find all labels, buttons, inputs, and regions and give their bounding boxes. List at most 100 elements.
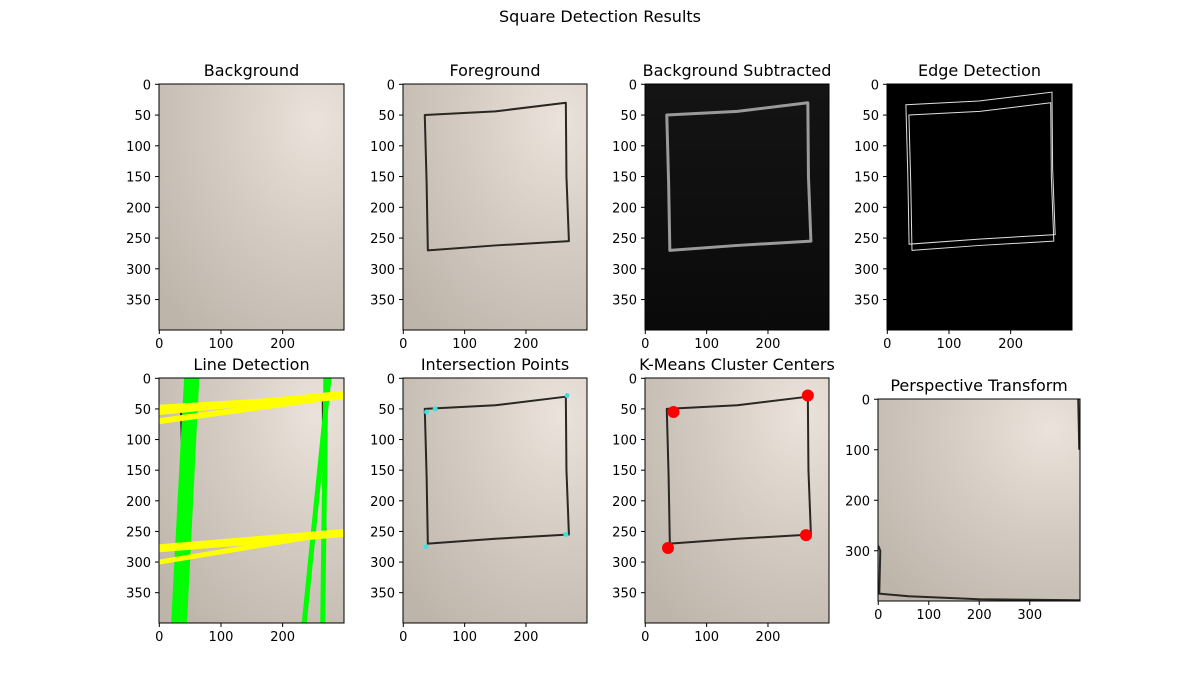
x-tick-label: 0 [641, 337, 649, 352]
image-background [403, 84, 587, 330]
y-tick-label: 200 [612, 201, 637, 216]
image-content [906, 92, 1055, 250]
x-tick-label: 200 [270, 337, 295, 352]
y-tick-label: 150 [126, 464, 151, 479]
x-tick-label: 0 [874, 608, 882, 623]
image [887, 84, 1072, 330]
y-tick-label: 100 [370, 434, 395, 449]
image [403, 378, 587, 623]
image-content [425, 397, 569, 544]
detected-line [159, 531, 344, 562]
x-tick-label: 100 [916, 608, 941, 623]
y-tick-label: 0 [862, 393, 870, 408]
x-tick-label: 0 [155, 630, 163, 645]
axes-title: Perspective Transform [890, 376, 1067, 395]
drawn-line [425, 397, 569, 544]
x-tick-label: 100 [694, 630, 719, 645]
y-tick-label: 300 [845, 545, 870, 560]
image-background [645, 378, 829, 623]
point [564, 392, 570, 398]
y-tick-label: 350 [612, 294, 637, 309]
point [423, 544, 429, 550]
point [424, 409, 430, 415]
suptitle: Square Detection Results [499, 7, 701, 26]
x-tick-label: 100 [937, 337, 962, 352]
y-tick-label: 200 [854, 201, 879, 216]
y-tick-label: 350 [126, 587, 151, 602]
axes-title: Foreground [449, 61, 540, 80]
image-content [425, 103, 569, 251]
image-content [159, 378, 344, 623]
detected-line [304, 378, 329, 623]
axes-title: Background Subtracted [643, 61, 832, 80]
detected-line [159, 397, 344, 408]
y-tick-label: 100 [845, 444, 870, 459]
y-tick-label: 150 [612, 464, 637, 479]
y-tick-label: 300 [370, 556, 395, 571]
x-tick-label: 200 [998, 337, 1023, 352]
y-tick-label: 100 [612, 140, 637, 155]
point [662, 541, 674, 554]
y-tick-label: 200 [370, 201, 395, 216]
x-tick-label: 100 [694, 337, 719, 352]
drawn-line [906, 92, 1055, 244]
y-tick-label: 250 [126, 232, 151, 247]
axes-title: Line Detection [193, 355, 309, 374]
y-tick-label: 50 [134, 403, 151, 418]
x-tick-label: 200 [967, 608, 992, 623]
drawn-line [909, 103, 1054, 251]
axes-title: K-Means Cluster Centers [639, 355, 835, 374]
x-tick-label: 0 [399, 630, 407, 645]
x-tick-label: 0 [641, 630, 649, 645]
y-tick-label: 350 [126, 294, 151, 309]
y-tick-label: 150 [612, 171, 637, 186]
y-tick-label: 0 [871, 78, 879, 93]
drawn-line [878, 546, 1080, 601]
x-tick-label: 200 [514, 337, 539, 352]
y-tick-label: 200 [612, 495, 637, 510]
image-content [878, 399, 1080, 600]
y-tick-label: 100 [126, 140, 151, 155]
y-tick-label: 150 [854, 171, 879, 186]
point [667, 405, 680, 418]
point [800, 529, 812, 542]
y-tick-label: 50 [862, 109, 879, 124]
y-tick-label: 50 [378, 109, 395, 124]
point [563, 531, 569, 537]
y-tick-label: 250 [370, 232, 395, 247]
y-tick-label: 250 [126, 525, 151, 540]
y-tick-label: 100 [370, 140, 395, 155]
image [159, 378, 344, 623]
axes-title: Intersection Points [421, 355, 569, 374]
image [645, 378, 829, 623]
axes-title: Background [204, 61, 299, 80]
y-tick-label: 350 [370, 587, 395, 602]
y-tick-label: 150 [370, 464, 395, 479]
y-tick-label: 300 [126, 556, 151, 571]
y-tick-label: 300 [126, 263, 151, 278]
image-background [887, 84, 1072, 330]
image-background [645, 84, 829, 330]
y-tick-label: 0 [387, 372, 395, 387]
y-tick-label: 200 [845, 494, 870, 509]
x-tick-label: 200 [756, 630, 781, 645]
drawn-line [425, 103, 569, 251]
y-tick-label: 50 [134, 109, 151, 124]
drawn-line [1078, 399, 1079, 450]
x-tick-label: 100 [209, 337, 234, 352]
y-tick-label: 200 [370, 495, 395, 510]
x-tick-label: 0 [155, 337, 163, 352]
image [878, 399, 1080, 601]
x-tick-label: 0 [883, 337, 891, 352]
y-tick-label: 200 [126, 495, 151, 510]
y-tick-label: 250 [612, 525, 637, 540]
x-tick-label: 0 [399, 337, 407, 352]
image-background [878, 399, 1080, 601]
y-tick-label: 350 [612, 587, 637, 602]
drawn-line [667, 103, 811, 251]
y-tick-label: 100 [126, 434, 151, 449]
y-tick-label: 50 [378, 403, 395, 418]
x-tick-label: 200 [514, 630, 539, 645]
y-tick-label: 250 [854, 232, 879, 247]
